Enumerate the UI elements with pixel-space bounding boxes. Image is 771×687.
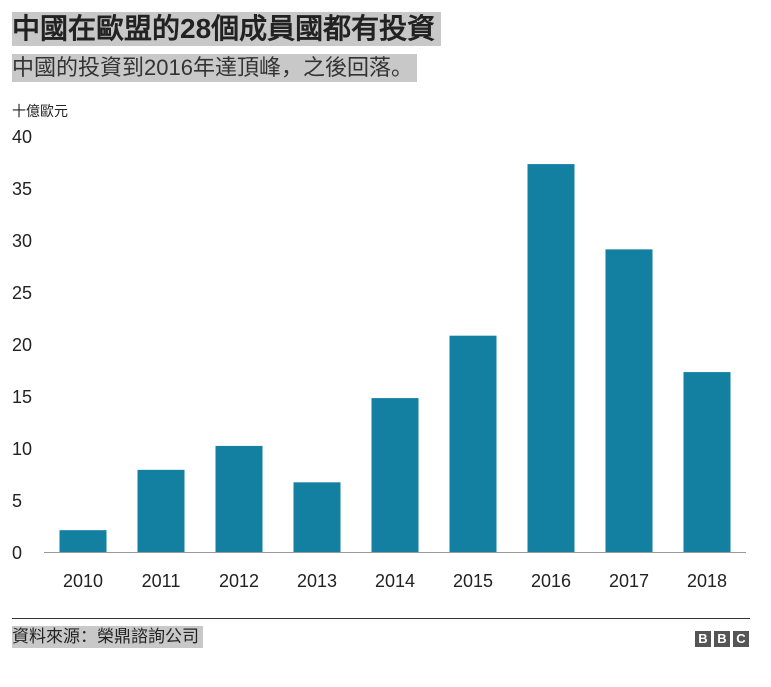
chart-subtitle: 中國的投資到2016年達頂峰，之後回落。 — [12, 54, 417, 82]
x-tick-label: 2014 — [375, 571, 415, 591]
y-tick-label: 5 — [12, 491, 22, 511]
bar-2010 — [59, 530, 107, 552]
bar-2015 — [449, 335, 497, 552]
x-tick-label: 2015 — [453, 571, 493, 591]
y-tick-label: 30 — [12, 231, 32, 251]
x-axis-ticks: 2010 2011 2012 2013 2014 2015 2016 2017 2018 — [63, 571, 727, 591]
x-tick-label: 2012 — [219, 571, 259, 591]
bar-2013 — [293, 482, 341, 552]
y-tick-label: 0 — [12, 543, 22, 563]
y-tick-label: 10 — [12, 439, 32, 459]
x-tick-label: 2016 — [531, 571, 571, 591]
y-axis-ticks: 0 5 10 15 20 25 30 35 40 — [12, 127, 32, 563]
x-tick-label: 2017 — [609, 571, 649, 591]
bbc-logo-letter: C — [733, 631, 749, 647]
y-axis-unit-label: 十億歐元 — [12, 103, 68, 119]
y-tick-label: 20 — [12, 335, 32, 355]
bar-2016 — [527, 164, 575, 552]
x-tick-label: 2010 — [63, 571, 103, 591]
y-tick-label: 15 — [12, 387, 32, 407]
bar-2011 — [137, 469, 185, 552]
bar-2018 — [683, 372, 731, 552]
x-tick-label: 2011 — [142, 571, 181, 591]
y-tick-label: 40 — [12, 127, 32, 147]
bbc-logo-letter: B — [695, 631, 711, 647]
x-tick-label: 2018 — [687, 571, 727, 591]
bbc-logo-letter: B — [714, 631, 730, 647]
bbc-logo: B B C — [695, 631, 749, 647]
y-tick-label: 35 — [12, 179, 32, 199]
bar-2017 — [605, 249, 653, 553]
bar-2012 — [215, 445, 263, 552]
y-tick-label: 25 — [12, 283, 32, 303]
chart-title: 中國在歐盟的28個成員國都有投資 — [12, 12, 442, 46]
x-tick-label: 2013 — [297, 571, 337, 591]
footer-divider — [12, 618, 750, 619]
bars — [59, 164, 731, 553]
bar-2014 — [371, 398, 419, 552]
source-note: 資料來源：榮鼎諮詢公司 — [12, 626, 203, 648]
